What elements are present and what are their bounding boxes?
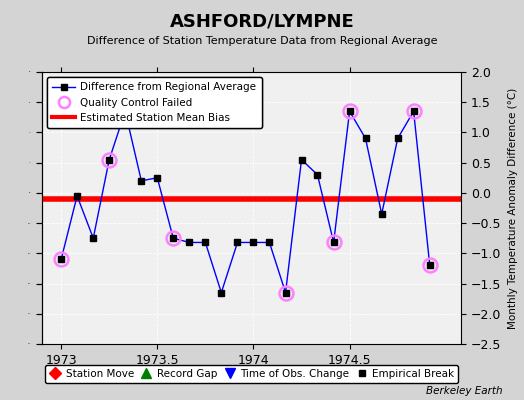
Text: Difference of Station Temperature Data from Regional Average: Difference of Station Temperature Data f… (87, 36, 437, 46)
Legend: Station Move, Record Gap, Time of Obs. Change, Empirical Break: Station Move, Record Gap, Time of Obs. C… (45, 365, 459, 383)
Text: ASHFORD/LYMPNE: ASHFORD/LYMPNE (170, 12, 354, 30)
Legend: Difference from Regional Average, Quality Control Failed, Estimated Station Mean: Difference from Regional Average, Qualit… (47, 77, 261, 128)
Y-axis label: Monthly Temperature Anomaly Difference (°C): Monthly Temperature Anomaly Difference (… (508, 87, 518, 329)
Text: Berkeley Earth: Berkeley Earth (427, 386, 503, 396)
